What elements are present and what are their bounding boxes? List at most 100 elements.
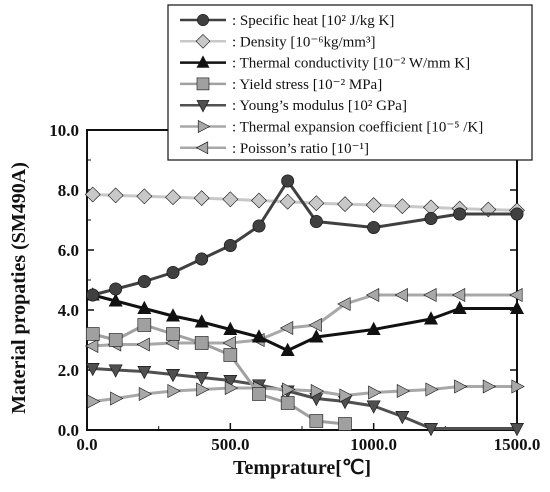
y-tick-label: 8.0 bbox=[58, 181, 79, 200]
data-point bbox=[453, 207, 467, 221]
data-point bbox=[339, 388, 353, 403]
x-tick-label: 1500.0 bbox=[494, 435, 541, 454]
data-point bbox=[136, 337, 150, 352]
data-point bbox=[423, 288, 437, 302]
data-point bbox=[337, 297, 351, 311]
data-point bbox=[396, 384, 411, 398]
data-point bbox=[279, 193, 296, 210]
data-point bbox=[366, 321, 381, 336]
y-tick-label: 0.0 bbox=[58, 421, 79, 440]
data-point bbox=[510, 300, 524, 315]
data-point bbox=[308, 318, 322, 332]
data-point bbox=[281, 174, 295, 188]
legend-item: : Thermal expansion coefficient [10⁻⁵ /K… bbox=[180, 120, 483, 136]
series-5 bbox=[87, 379, 525, 409]
data-point bbox=[280, 396, 295, 410]
data-point bbox=[308, 195, 325, 212]
data-point bbox=[166, 327, 180, 341]
legend: : Specific heat [10² J/kg K] : Density [1… bbox=[167, 4, 533, 161]
data-point bbox=[222, 191, 239, 208]
data-point bbox=[452, 300, 467, 315]
x-tick-label: 500.0 bbox=[211, 435, 249, 454]
data-point bbox=[196, 77, 210, 91]
legend-item: : Density [10⁻⁶kg/mm³] bbox=[180, 33, 375, 50]
x-axis-title: Temprature[℃] bbox=[233, 457, 371, 479]
legend-item: : Young’s modulus [10² GPa] bbox=[180, 98, 407, 114]
data-point bbox=[223, 374, 238, 389]
data-point bbox=[138, 387, 153, 401]
data-point bbox=[425, 382, 439, 397]
legend-label: : Yield stress [10⁻² MPa] bbox=[232, 77, 382, 93]
data-point bbox=[110, 391, 124, 406]
data-point bbox=[252, 387, 266, 401]
y-axis-title: Material propaties (SM490A) bbox=[8, 162, 30, 414]
data-point bbox=[309, 329, 324, 343]
series-3 bbox=[85, 318, 352, 431]
data-point bbox=[365, 288, 380, 302]
data-point bbox=[195, 252, 209, 266]
series-layer bbox=[84, 174, 525, 437]
data-point bbox=[395, 410, 410, 425]
data-point bbox=[137, 275, 151, 288]
series-2 bbox=[85, 287, 524, 357]
data-point bbox=[196, 382, 210, 397]
legend-label: : Poisson’s ratio [10⁻¹] bbox=[232, 141, 369, 157]
data-point bbox=[165, 189, 181, 206]
legend-item: : Poisson’s ratio [10⁻¹] bbox=[180, 141, 369, 157]
x-axis-ticks: 0.0 500.0 1000.0 1500.0 bbox=[76, 423, 540, 454]
data-point bbox=[194, 336, 209, 350]
data-point bbox=[451, 288, 466, 302]
data-point bbox=[223, 239, 237, 252]
x-tick-label: 1000.0 bbox=[350, 435, 397, 454]
data-point bbox=[394, 288, 408, 302]
data-point bbox=[282, 382, 296, 397]
data-point bbox=[394, 198, 411, 215]
y-tick-label: 4.0 bbox=[58, 301, 79, 320]
series-4 bbox=[85, 362, 524, 437]
data-point bbox=[424, 311, 438, 325]
data-point bbox=[482, 379, 497, 394]
y-tick-label: 10.0 bbox=[49, 121, 79, 140]
y-tick-label: 2.0 bbox=[58, 361, 79, 380]
data-point bbox=[197, 14, 210, 26]
data-point bbox=[309, 414, 324, 428]
data-point bbox=[87, 394, 101, 409]
data-point bbox=[108, 333, 123, 347]
data-point bbox=[167, 384, 181, 398]
data-point bbox=[251, 192, 267, 209]
series-line bbox=[92, 367, 517, 430]
legend-label: : Thermal conductivity [10⁻² W/mm K] bbox=[232, 56, 470, 72]
legend-label: : Specific heat [10² J/kg K] bbox=[232, 13, 394, 29]
legend-item: : Yield stress [10⁻² MPa] bbox=[180, 77, 382, 93]
data-point bbox=[193, 190, 210, 206]
legend-box bbox=[167, 4, 533, 161]
data-point bbox=[194, 314, 209, 328]
legend-item: : Thermal conductivity [10⁻² W/mm K] bbox=[180, 55, 470, 72]
data-point bbox=[86, 288, 100, 302]
data-point bbox=[222, 336, 236, 350]
data-point bbox=[366, 400, 381, 414]
data-point bbox=[511, 379, 525, 394]
data-point bbox=[196, 55, 210, 68]
data-point bbox=[108, 293, 123, 307]
series-0 bbox=[86, 174, 524, 302]
data-point bbox=[84, 186, 101, 203]
data-point bbox=[338, 417, 352, 431]
y-axis-ticks: 0.0 2.0 4.0 6.0 8.0 10.0 bbox=[49, 121, 517, 440]
data-point bbox=[365, 197, 382, 213]
data-point bbox=[424, 422, 438, 437]
data-point bbox=[137, 365, 152, 380]
data-point bbox=[252, 219, 266, 233]
data-point bbox=[195, 141, 209, 155]
legend-item: : Specific heat [10² J/kg K] bbox=[180, 13, 394, 29]
data-point bbox=[85, 327, 100, 341]
data-point bbox=[310, 384, 325, 398]
data-point bbox=[195, 33, 211, 49]
data-point bbox=[84, 339, 99, 353]
legend-label: : Thermal expansion coefficient [10⁻⁵ /K… bbox=[232, 120, 483, 136]
data-point bbox=[510, 422, 524, 437]
data-point bbox=[367, 221, 381, 234]
data-point bbox=[166, 308, 180, 322]
data-point bbox=[252, 329, 266, 343]
series-line bbox=[92, 293, 517, 352]
